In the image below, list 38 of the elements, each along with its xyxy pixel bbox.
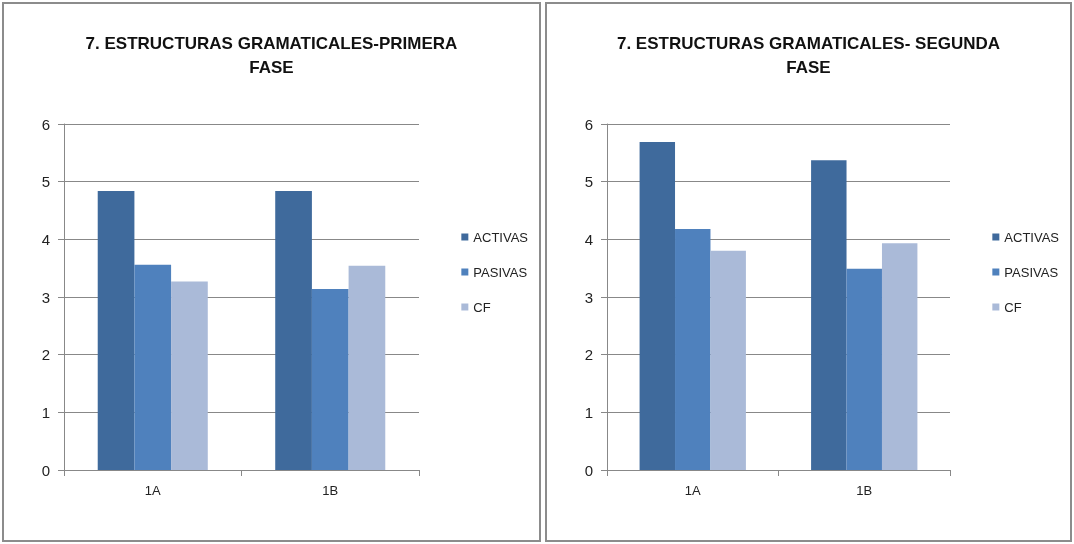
chart-title: 7. ESTRUCTURAS GRAMATICALES-PRIMERA FASE <box>85 33 458 77</box>
legend-label: PASIVAS <box>473 264 528 280</box>
y-tick-label: 3 <box>41 288 50 306</box>
y-tick-label: 1 <box>584 403 593 421</box>
bar <box>348 265 386 470</box>
legend-label: PASIVAS <box>1004 264 1059 280</box>
y-tick-label: 1 <box>41 403 50 421</box>
chart-title: 7. ESTRUCTURAS GRAMATICALES- SEGUNDA FASE <box>616 33 1001 77</box>
bar <box>275 190 312 470</box>
y-tick-label: 0 <box>41 461 50 479</box>
bar <box>97 190 135 470</box>
y-tick-label: 4 <box>584 230 593 248</box>
bar <box>846 268 882 470</box>
legend-label: ACTIVAS <box>473 229 529 245</box>
x-tick-label: 1A <box>684 483 702 498</box>
y-tick-label: 6 <box>41 115 50 133</box>
bar <box>171 281 208 470</box>
legend-label: CF <box>473 299 491 315</box>
bar <box>639 141 676 470</box>
bar <box>311 288 349 470</box>
bar <box>811 160 847 470</box>
legend-label: ACTIVAS <box>1004 229 1060 245</box>
y-tick-label: 3 <box>584 288 593 306</box>
y-tick-label: 5 <box>41 173 50 191</box>
y-tick-label: 4 <box>41 230 50 248</box>
x-tick-label: 1B <box>856 483 873 498</box>
y-tick-label: 2 <box>41 346 50 364</box>
legend-label: CF <box>1004 299 1022 315</box>
bar <box>710 250 746 470</box>
y-tick-label: 2 <box>584 346 593 364</box>
y-tick-label: 6 <box>584 115 593 133</box>
y-tick-label: 5 <box>584 173 593 191</box>
bar <box>881 243 918 470</box>
x-tick-label: 1A <box>144 483 162 498</box>
bar <box>675 228 711 470</box>
x-tick-label: 1B <box>322 483 339 498</box>
bar <box>134 264 172 470</box>
y-tick-label: 0 <box>584 461 593 479</box>
